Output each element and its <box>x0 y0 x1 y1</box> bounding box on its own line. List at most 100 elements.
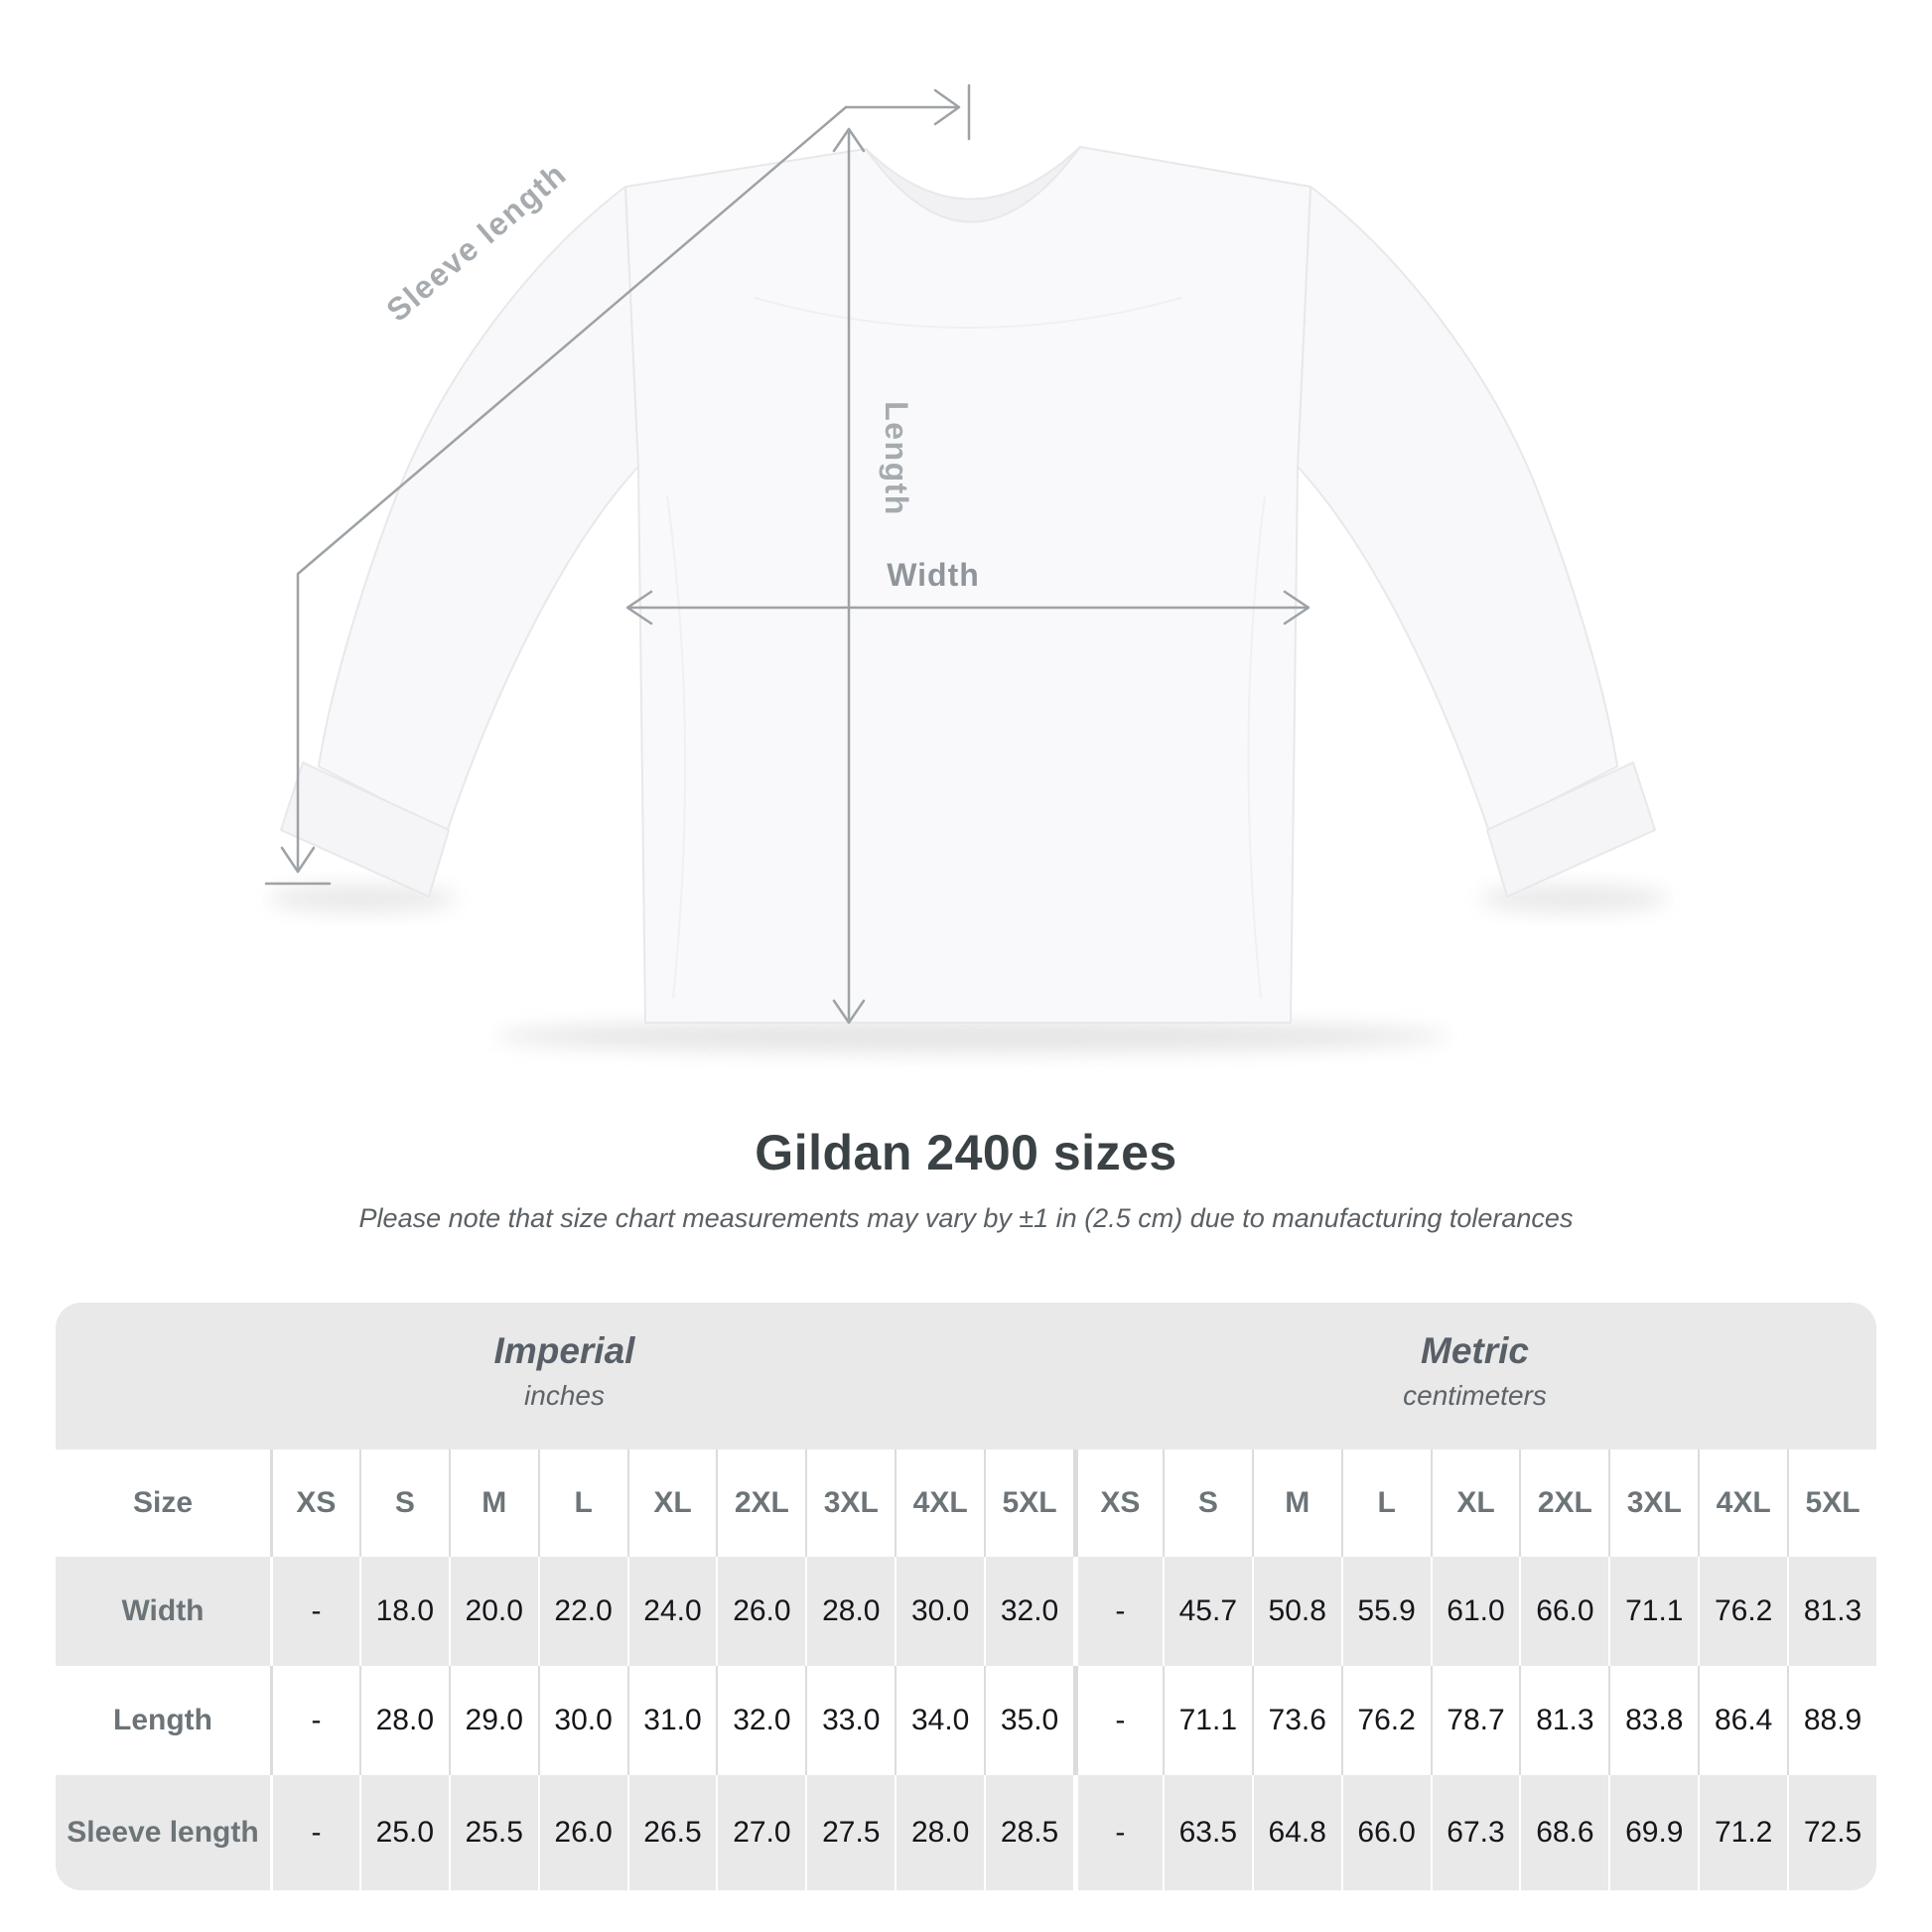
shirt-shadow <box>268 885 1668 1052</box>
row-label: Sleeve length <box>67 1816 259 1849</box>
value-cell: 50.8 <box>1251 1557 1341 1666</box>
size-column-header: XS <box>1072 1449 1163 1557</box>
sleeve-length-line <box>264 83 971 886</box>
metric-sublabel: centimeters <box>1403 1380 1547 1412</box>
value-cell: 34.0 <box>895 1666 984 1775</box>
size-column-header: L <box>537 1449 627 1557</box>
value-cell: 45.7 <box>1162 1557 1252 1666</box>
size-column-header: XL <box>626 1449 717 1557</box>
table-rows: Size XS S M L XL 2XL 3XL 4XL 5XL XS S M L XL 2XL 3XL 4XL 5… <box>56 1449 1876 1890</box>
value-cell: 66.0 <box>1340 1775 1431 1890</box>
value-cell: 30.0 <box>895 1557 984 1666</box>
size-column-header: 3XL <box>1608 1449 1698 1557</box>
value-cell: 61.0 <box>1430 1557 1520 1666</box>
measurement-row: Width -18.0 20.0 22.0 24.0 26.0 28.0 30.0 32.0-4… <box>56 1557 1876 1666</box>
page-title: Gildan 2400 sizes <box>755 1125 1177 1180</box>
page-subtitle: Please note that size chart measurements… <box>358 1203 1574 1233</box>
value-cell: 76.2 <box>1340 1666 1431 1775</box>
value-cell: 81.3 <box>1787 1557 1876 1666</box>
size-column-header: 4XL <box>1698 1449 1787 1557</box>
value-cell: 71.1 <box>1162 1666 1252 1775</box>
size-column-header: L <box>1340 1449 1431 1557</box>
value-cell: 35.0 <box>984 1666 1073 1775</box>
size-column-header: 2XL <box>1519 1449 1608 1557</box>
value-cell: 63.5 <box>1162 1775 1252 1890</box>
value-cell: 33.0 <box>805 1666 895 1775</box>
size-column-header: 5XL <box>984 1449 1073 1557</box>
size-column-header: M <box>448 1449 538 1557</box>
metric-group-header: Metric centimeters <box>1073 1303 1876 1449</box>
shirt-graphic <box>280 146 1656 1024</box>
measurement-row: Length -28.0 29.0 30.0 31.0 32.0 33.0 34.0 35.0-… <box>56 1666 1876 1775</box>
size-column-header: S <box>1162 1449 1252 1557</box>
value-cell: 83.8 <box>1608 1666 1698 1775</box>
value-cell: 26.0 <box>716 1557 805 1666</box>
shirt-diagram: Sleeve length Length Width <box>264 83 1668 1052</box>
value-cell: - <box>270 1557 359 1666</box>
value-cell: - <box>1072 1666 1163 1775</box>
width-label: Width <box>887 557 980 593</box>
value-cell: 73.6 <box>1251 1666 1341 1775</box>
value-cell: 55.9 <box>1340 1557 1431 1666</box>
imperial-sublabel: inches <box>524 1380 605 1412</box>
value-cell: - <box>1072 1775 1163 1890</box>
value-cell: 71.1 <box>1608 1557 1698 1666</box>
value-cell: 88.9 <box>1787 1666 1876 1775</box>
unit-group-header: Imperial inches Metric centimeters <box>56 1303 1876 1449</box>
value-cell: 28.5 <box>984 1775 1073 1890</box>
imperial-group-header: Imperial inches <box>56 1303 1073 1449</box>
value-cell: 30.0 <box>537 1666 627 1775</box>
length-arrow <box>832 127 866 1025</box>
size-column-header: M <box>1251 1449 1341 1557</box>
value-cell: 27.0 <box>716 1775 805 1890</box>
row-label: Width <box>121 1594 205 1627</box>
value-cell: 28.0 <box>895 1775 984 1890</box>
value-cell: 31.0 <box>626 1666 717 1775</box>
size-column-header: 2XL <box>716 1449 805 1557</box>
size-column-header: XL <box>1430 1449 1520 1557</box>
value-cell: - <box>270 1775 359 1890</box>
value-cell: 81.3 <box>1519 1666 1608 1775</box>
value-cell: 66.0 <box>1519 1557 1608 1666</box>
imperial-label: Imperial <box>493 1330 635 1371</box>
value-cell: 28.0 <box>805 1557 895 1666</box>
value-cell: - <box>270 1666 359 1775</box>
value-cell: 28.0 <box>358 1666 449 1775</box>
value-cell: 69.9 <box>1608 1775 1698 1890</box>
value-cell: 18.0 <box>358 1557 449 1666</box>
value-cell: 76.2 <box>1698 1557 1787 1666</box>
value-cell: - <box>1072 1557 1163 1666</box>
value-cell: 26.5 <box>626 1775 717 1890</box>
size-column-header: 4XL <box>895 1449 984 1557</box>
value-cell: 22.0 <box>537 1557 627 1666</box>
row-label: Length <box>113 1704 212 1736</box>
value-cell: 26.0 <box>537 1775 627 1890</box>
value-cell: 29.0 <box>448 1666 538 1775</box>
value-cell: 27.5 <box>805 1775 895 1890</box>
value-cell: 32.0 <box>716 1666 805 1775</box>
value-cell: 68.6 <box>1519 1775 1608 1890</box>
value-cell: 32.0 <box>984 1557 1073 1666</box>
value-cell: 78.7 <box>1430 1666 1520 1775</box>
value-cell: 64.8 <box>1251 1775 1341 1890</box>
size-column-header: S <box>358 1449 449 1557</box>
measurement-row: Sleeve length -25.0 25.5 26.0 26.5 27.0 27.5 28… <box>56 1775 1876 1890</box>
value-cell: 71.2 <box>1698 1775 1787 1890</box>
length-label: Length <box>879 401 914 516</box>
value-cell: 20.0 <box>448 1557 538 1666</box>
size-column-header: XS <box>270 1449 359 1557</box>
value-cell: 86.4 <box>1698 1666 1787 1775</box>
size-column-header: 3XL <box>805 1449 895 1557</box>
size-header-row: Size XS S M L XL 2XL 3XL 4XL 5XL XS S M L XL 2XL 3XL 4XL 5… <box>56 1449 1876 1557</box>
size-column-header: 5XL <box>1787 1449 1876 1557</box>
value-cell: 67.3 <box>1430 1775 1520 1890</box>
metric-label: Metric <box>1421 1330 1529 1371</box>
size-table: Imperial inches Metric centimeters Size X… <box>56 1303 1876 1890</box>
value-cell: 25.5 <box>448 1775 538 1890</box>
value-cell: 25.0 <box>358 1775 449 1890</box>
value-cell: 72.5 <box>1787 1775 1876 1890</box>
value-cell: 24.0 <box>626 1557 717 1666</box>
size-row-label: Size <box>132 1486 194 1519</box>
width-arrow <box>625 590 1311 625</box>
